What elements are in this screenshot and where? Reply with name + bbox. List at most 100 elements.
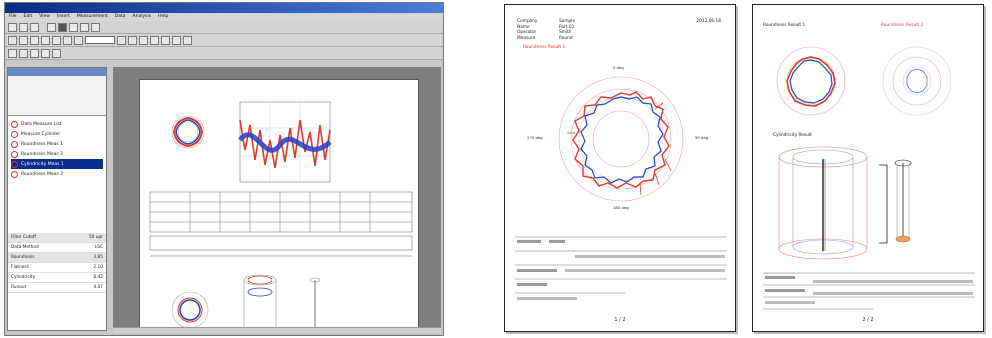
tree-item[interactable]: Roundness Meas 2 xyxy=(11,149,103,159)
copy-icon[interactable] xyxy=(19,35,28,45)
chart-icon[interactable] xyxy=(41,48,50,58)
zoom-in-icon[interactable] xyxy=(63,35,72,45)
report-date: 2012.06.18 xyxy=(696,19,721,24)
status-bar xyxy=(113,327,441,333)
line-tool-icon[interactable] xyxy=(128,35,137,45)
menu-item[interactable]: Edit xyxy=(23,14,33,19)
cut-icon[interactable] xyxy=(8,35,17,45)
header-value: Sample xyxy=(559,19,576,24)
tree-item-label: Roundness Meas 3 xyxy=(21,171,64,177)
tree-item[interactable]: Data Measure List xyxy=(11,119,103,129)
prop-label: Cylindricity xyxy=(11,275,36,280)
tree-item-selected[interactable]: Cylindricity Meas 1 xyxy=(11,159,103,169)
menu-item[interactable]: Data xyxy=(114,14,126,19)
graph-icon[interactable] xyxy=(69,22,78,32)
prop-value: 4.07 xyxy=(93,285,103,290)
rect-tool-icon[interactable] xyxy=(150,35,159,45)
roundness-icon xyxy=(11,140,18,148)
report-preview-page[interactable] xyxy=(139,79,419,333)
cylinder-icon xyxy=(11,160,18,168)
menu-item[interactable]: Help xyxy=(158,14,169,19)
tree-item[interactable]: Roundness Meas 3 xyxy=(11,169,103,179)
printed-report-page-2: Roundness Result 1 Roundness Result 2 Cy… xyxy=(752,4,984,332)
roundness-icon xyxy=(11,170,18,178)
header-key: Operator xyxy=(517,30,537,35)
compass-label-right: 90 deg xyxy=(695,135,709,140)
section-title-mid: Cylindricity Result xyxy=(773,133,812,138)
tree-item-label: Cylindricity Meas 1 xyxy=(21,161,64,167)
circle-tool-icon[interactable] xyxy=(139,35,148,45)
table-icon[interactable] xyxy=(80,22,89,32)
roundness-polar-plot xyxy=(558,76,684,202)
help-icon[interactable] xyxy=(30,48,39,58)
prop-row: Cylindricity 8.42 xyxy=(8,273,106,283)
save-icon[interactable] xyxy=(30,22,39,32)
tree-item[interactable]: Measure Cylinder xyxy=(11,129,103,139)
compass-label-top: 0 deg xyxy=(613,65,624,70)
toolbar-row-3 xyxy=(5,47,443,60)
measurement-tree-pane: Data Measure List Measure Cylinder Round… xyxy=(7,67,107,331)
text-tool-icon[interactable] xyxy=(161,35,170,45)
section-title-left: Roundness Result 1 xyxy=(763,23,806,28)
new-file-icon[interactable] xyxy=(8,22,17,32)
cylindricity-results-table xyxy=(763,272,975,310)
header-value: Part 01 xyxy=(559,24,575,30)
dual-roundness-plots xyxy=(776,46,952,116)
menu-item[interactable]: File xyxy=(9,14,17,19)
cylinder-icon xyxy=(11,130,18,138)
report-preview-graphics xyxy=(149,101,413,333)
prop-row: Runout 4.07 xyxy=(8,283,106,293)
prop-row: Flatness 2.10 xyxy=(8,263,106,273)
settings-icon[interactable] xyxy=(19,48,28,58)
section-title-right: Roundness Result 2 xyxy=(881,23,924,28)
prop-label: Data Method xyxy=(11,245,39,250)
undo-icon[interactable] xyxy=(41,35,50,45)
prop-row: Data Method LSC xyxy=(8,243,106,253)
roundness-section-title: Roundness Result 1 xyxy=(523,45,566,50)
prop-value: 50 upr xyxy=(88,235,103,240)
report-header-block: Company Sample Name Part 01 Operator Smith … xyxy=(517,19,575,41)
export-icon[interactable] xyxy=(52,48,61,58)
toolbar-row-1 xyxy=(5,21,443,34)
select-icon[interactable] xyxy=(117,35,126,45)
menu-item[interactable]: Insert xyxy=(56,14,70,19)
pane-subpanel xyxy=(8,76,106,116)
properties-table: Filter Cutoff 50 upr Data Method LSC Rou… xyxy=(8,233,106,293)
filter-icon[interactable] xyxy=(8,48,17,58)
open-folder-icon[interactable] xyxy=(19,22,28,32)
window-title-bar[interactable] xyxy=(5,3,443,13)
prop-row: Roundness 3.85 xyxy=(8,253,106,263)
report-icon[interactable] xyxy=(91,22,100,32)
print-icon[interactable] xyxy=(47,22,56,32)
report-results-table xyxy=(515,236,727,300)
align-icon[interactable] xyxy=(172,35,181,45)
prop-label: Roundness xyxy=(11,255,35,260)
redo-icon[interactable] xyxy=(52,35,61,45)
zoom-out-icon[interactable] xyxy=(74,35,83,45)
menu-item[interactable]: View xyxy=(39,14,50,19)
paste-icon[interactable] xyxy=(30,35,39,45)
tree-item[interactable]: Roundness Meas 1 xyxy=(11,139,103,149)
header-key: Name xyxy=(517,24,530,30)
prop-value: LSC xyxy=(94,245,103,250)
tree-item-label: Roundness Meas 1 xyxy=(21,141,64,147)
menu-bar: File Edit View Insert Measurement Data A… xyxy=(5,13,443,21)
prop-label: Flatness xyxy=(11,265,29,270)
zoom-level-input[interactable] xyxy=(85,36,115,44)
menu-item[interactable]: Analysis xyxy=(132,14,152,19)
pane-header xyxy=(8,68,106,76)
measure-icon[interactable] xyxy=(58,22,67,32)
prop-value: 8.42 xyxy=(93,275,103,280)
prop-value: 3.85 xyxy=(93,255,103,260)
header-value: Smith xyxy=(559,30,572,35)
grid-icon[interactable] xyxy=(183,35,192,45)
header-key: Company xyxy=(517,19,538,24)
compass-label-bottom: 180 deg xyxy=(613,205,629,210)
document-canvas[interactable] xyxy=(113,67,441,333)
analysis-software-window: File Edit View Insert Measurement Data A… xyxy=(4,2,444,336)
page-number: 2 / 2 xyxy=(862,317,874,323)
header-value: Round xyxy=(559,35,573,41)
menu-item[interactable]: Measurement xyxy=(76,14,108,19)
prop-label: Runout xyxy=(11,285,27,290)
